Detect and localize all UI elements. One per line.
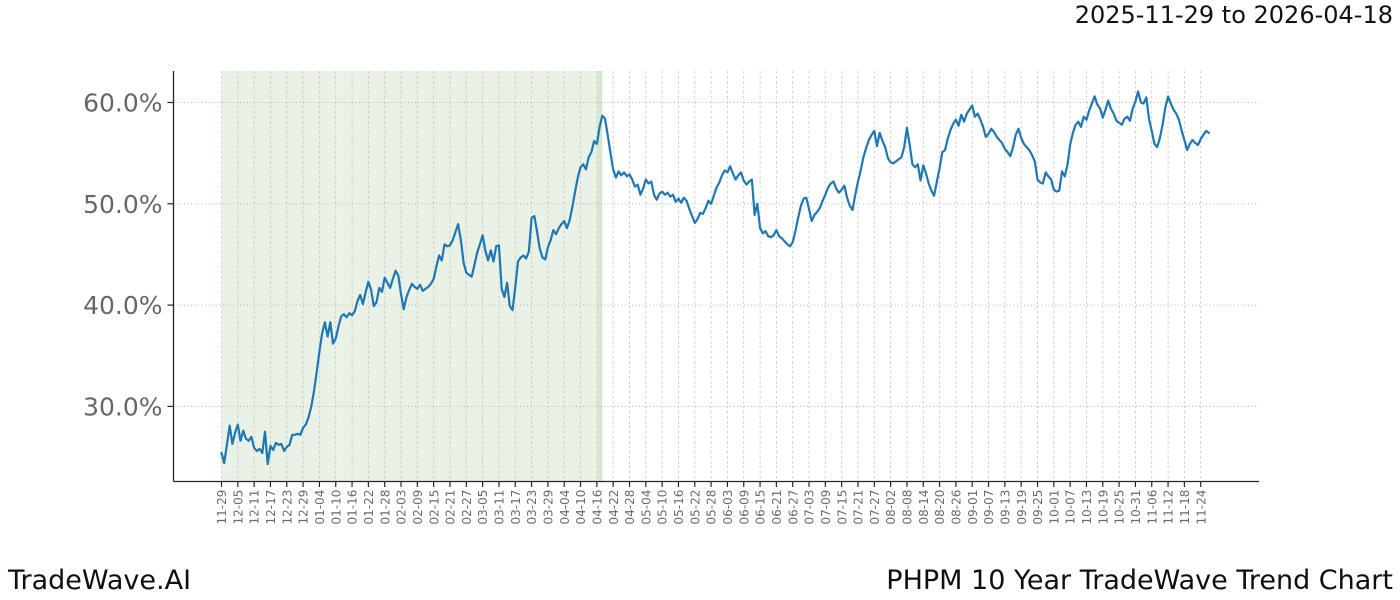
chart-date-range: 2025-11-29 to 2026-04-18 xyxy=(1074,1,1393,29)
x-tick-label: 02-27 xyxy=(460,490,474,525)
x-tick-label: 05-04 xyxy=(639,490,653,525)
x-tick-label: 09-01 xyxy=(966,490,980,525)
x-tick-label: 04-28 xyxy=(623,490,637,525)
x-tick-label: 11-29 xyxy=(215,490,229,525)
x-tick-label: 11-06 xyxy=(1145,490,1159,525)
x-tick-label: 02-09 xyxy=(411,490,425,525)
x-tick-label: 09-07 xyxy=(982,490,996,525)
x-tick-label: 04-16 xyxy=(591,490,605,525)
x-tick-label: 07-15 xyxy=(835,490,849,525)
x-tick-label: 05-22 xyxy=(688,490,702,525)
highlight-span xyxy=(221,71,603,482)
x-tick-label: 03-05 xyxy=(476,490,490,525)
x-tick-label: 03-29 xyxy=(542,490,556,525)
x-tick-label: 08-02 xyxy=(884,490,898,525)
x-tick-label: 12-23 xyxy=(280,490,294,525)
x-tick-label: 01-10 xyxy=(329,490,343,525)
x-tick-label: 07-21 xyxy=(852,490,866,525)
x-tick-label: 10-01 xyxy=(1047,490,1061,525)
chart-title: PHPM 10 Year TradeWave Trend Chart xyxy=(886,565,1393,596)
x-tick-label: 10-07 xyxy=(1064,490,1078,525)
x-tick-label: 10-25 xyxy=(1113,490,1127,525)
x-tick-label: 01-16 xyxy=(346,490,360,525)
x-tick-label: 04-22 xyxy=(607,490,621,525)
x-tick-label: 08-14 xyxy=(917,490,931,525)
x-tick-label: 11-12 xyxy=(1162,490,1176,525)
x-tick-label: 12-11 xyxy=(248,490,262,525)
x-tick-label: 04-10 xyxy=(574,490,588,525)
y-tick-label: 40.0% xyxy=(83,291,162,320)
y-tick-label: 60.0% xyxy=(83,89,162,118)
trend-chart: 30.0% 40.0% 50.0% 60.0% 11-29 12-05 12-11 12-17… xyxy=(83,71,1259,525)
x-tick-label: 03-11 xyxy=(493,490,507,525)
x-tick-label: 08-20 xyxy=(933,490,947,525)
x-tick-label: 05-16 xyxy=(672,490,686,525)
x-tick-label: 06-21 xyxy=(770,490,784,525)
x-tick-label: 10-19 xyxy=(1096,490,1110,525)
x-tick-label: 10-13 xyxy=(1080,490,1094,525)
x-tick-label: 05-10 xyxy=(656,490,670,525)
x-tick-label: 09-19 xyxy=(1015,490,1029,525)
x-tick-label: 06-09 xyxy=(737,490,751,525)
x-tick-label: 06-03 xyxy=(721,490,735,525)
x-tick-label: 03-17 xyxy=(509,490,523,525)
x-tick-label: 02-21 xyxy=(444,490,458,525)
x-tick-label: 07-27 xyxy=(868,490,882,525)
x-tick-label: 02-03 xyxy=(395,490,409,525)
x-tick-label: 08-08 xyxy=(901,490,915,525)
y-tick-label: 30.0% xyxy=(83,392,162,421)
x-tick-label: 11-18 xyxy=(1178,490,1192,525)
x-tick-label: 02-15 xyxy=(427,490,441,525)
x-tick-label: 03-23 xyxy=(525,490,539,525)
x-tick-label: 07-03 xyxy=(803,490,817,525)
x-tick-label: 12-05 xyxy=(231,490,245,525)
x-tick-label: 10-31 xyxy=(1129,490,1143,525)
x-tick-label: 05-28 xyxy=(705,490,719,525)
x-tick-label: 12-17 xyxy=(264,490,278,525)
x-tick-label: 01-22 xyxy=(362,490,376,525)
x-tick-label: 12-29 xyxy=(297,490,311,525)
x-tick-label: 06-27 xyxy=(786,490,800,525)
brand-tradewave: TradeWave.AI xyxy=(8,565,192,596)
trend-line xyxy=(220,90,1210,466)
x-tick-label: 04-04 xyxy=(558,490,572,525)
x-tick-label: 08-26 xyxy=(950,490,964,525)
y-tick-label: 50.0% xyxy=(83,190,162,219)
x-tick-label: 06-15 xyxy=(754,490,768,525)
x-tick-label: 11-24 xyxy=(1194,490,1208,525)
x-tick-label: 09-13 xyxy=(999,490,1013,525)
x-tick-label: 09-25 xyxy=(1031,490,1045,525)
x-tick-label: 01-04 xyxy=(313,490,327,525)
highlight-span-edge xyxy=(597,71,603,482)
x-tick-label: 07-09 xyxy=(819,490,833,525)
x-tick-label: 01-28 xyxy=(378,490,392,525)
